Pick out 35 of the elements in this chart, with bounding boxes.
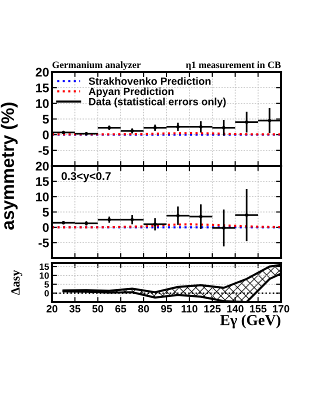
- y-tick-label: 15: [40, 264, 49, 270]
- y-tick-label: 5: [42, 114, 49, 124]
- y-axis-title: Δasy: [11, 270, 22, 295]
- y-tick-label: 10: [36, 99, 49, 108]
- y-tick-label: 15: [36, 84, 49, 92]
- y-tick-label: 5: [44, 281, 49, 288]
- chart-title: Germanium analyzer: [52, 61, 141, 70]
- y-tick-label: 0: [42, 130, 49, 140]
- y-axis-title: asymmetry (%): [0, 102, 18, 230]
- y-tick-label: 20: [36, 162, 49, 171]
- y-tick-label: -5: [38, 238, 49, 248]
- y-tick-label: 10: [36, 192, 49, 202]
- x-tick-label: 140: [227, 305, 244, 312]
- legend-label: Strakhovenko Prediction: [88, 77, 211, 85]
- x-tick-label: 110: [182, 305, 198, 312]
- chart-subtitle: η1 measurement in CB: [186, 61, 281, 70]
- x-tick-label: 170: [272, 305, 290, 312]
- x-tick-label: 35: [69, 305, 80, 312]
- x-tick-label: 65: [115, 305, 126, 312]
- x-tick-label: 125: [204, 305, 221, 312]
- legend-label: Apyan Prediction: [88, 87, 174, 98]
- y-tick-label: 15: [36, 177, 49, 186]
- y-tick-label: 10: [40, 272, 49, 279]
- y-tick-label: 20: [36, 68, 49, 77]
- x-tick-label: 155: [250, 305, 266, 312]
- legend-label: Data (statistical errors only): [89, 98, 226, 108]
- x-axis-title: Eγ (GeV): [220, 314, 280, 328]
- x-tick-label: 50: [92, 305, 104, 312]
- y-tick-label: 5: [42, 208, 49, 217]
- x-tick-label: 80: [138, 305, 149, 312]
- x-tick-label: 95: [161, 305, 172, 312]
- y-tick-label: -5: [38, 146, 49, 155]
- annotation: 0.3<y<0.7: [62, 172, 111, 182]
- y-tick-label: 0: [42, 223, 49, 232]
- y-tick-label: 0: [44, 290, 49, 296]
